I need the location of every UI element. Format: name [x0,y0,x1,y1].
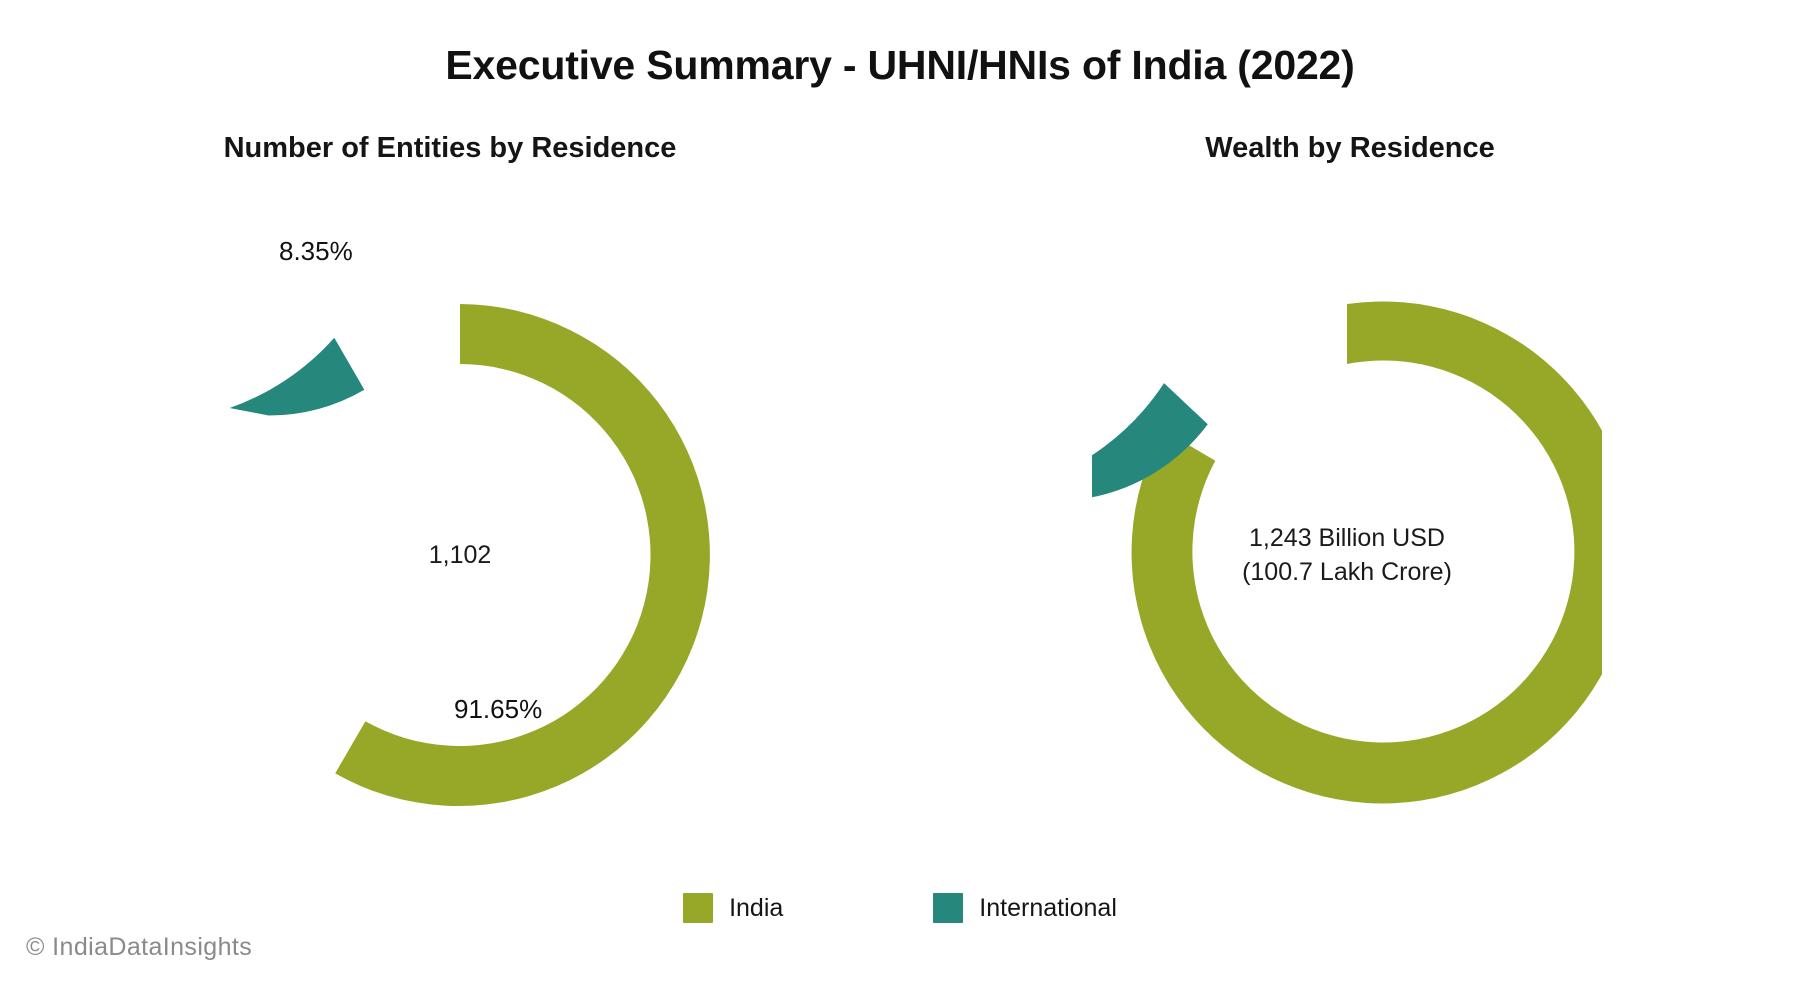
panel-entities-by-residence: Number of Entities by Residence 1,102 8.… [205,132,715,810]
legend-item-india[interactable]: India [683,893,783,923]
legend-item-international[interactable]: International [933,893,1117,923]
panel-wealth-by-residence: Wealth by Residence 1,243 Billion USD (1… [900,0,1800,1000]
donut-slice-international-entities[interactable] [225,337,365,453]
donut-chart-wealth: 1,243 Billion USD (100.7 Lakh Crore) [1092,300,1602,810]
panel-title-wealth: Wealth by Residence [1205,132,1495,164]
donut-slice-international-wealth[interactable] [1092,362,1209,549]
legend-swatch-india-icon [683,893,714,923]
donut-svg-entities [225,304,710,806]
legend-swatch-international-icon [933,893,964,923]
donut-chart-entities: 1,102 [205,300,715,810]
page-title: Executive Summary - UHNI/HNIs of India (… [445,42,1355,88]
panel-title-entities: Number of Entities by Residence [223,132,677,164]
legend-label-india: India [729,893,784,922]
watermark-attribution: © IndiaDataInsights [26,933,253,961]
donut-slice-india-entities[interactable] [335,304,710,806]
legend-label-international: International [979,893,1117,922]
donut-slice-india-wealth[interactable] [1131,301,1602,804]
slice-label-india-entities: 91.65% [454,694,543,724]
chart-legend: India International [0,893,1800,923]
slice-label-international-entities: 8.35% [279,236,353,266]
donut-svg-wealth [1092,301,1602,804]
